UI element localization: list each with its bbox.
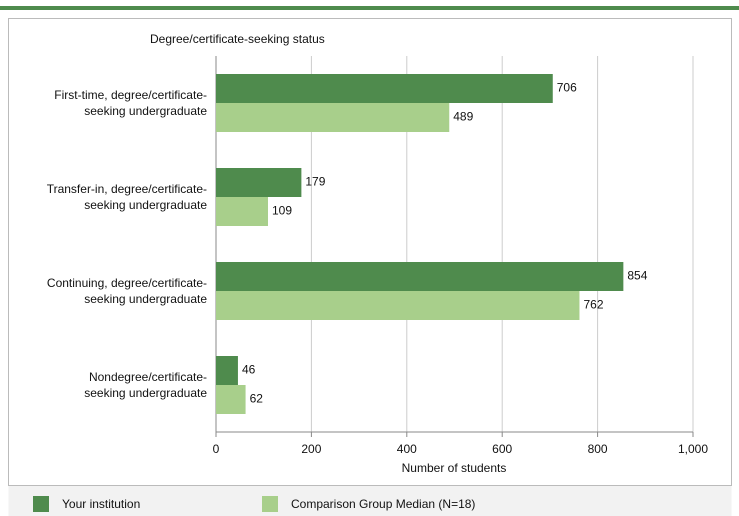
- x-tick-label: 1,000: [678, 442, 708, 456]
- frame: [8, 18, 732, 486]
- bar: [216, 262, 624, 291]
- legend-label: Comparison Group Median (N=18): [291, 497, 475, 511]
- data-label: 762: [583, 298, 603, 312]
- legend-label: Your institution: [62, 497, 140, 511]
- bar: [216, 291, 580, 320]
- bar: [216, 168, 302, 197]
- bar: [216, 103, 450, 132]
- x-tick-label: 0: [213, 442, 220, 456]
- data-label: 179: [305, 175, 325, 189]
- bar: [216, 385, 246, 414]
- legend-swatch: [33, 496, 49, 512]
- data-label: 489: [453, 110, 473, 124]
- x-axis-label: Number of students: [402, 461, 507, 475]
- data-label: 109: [272, 204, 292, 218]
- chart-title: Degree/certificate-seeking status: [150, 32, 325, 46]
- category-label: Transfer-in, degree/certificate- seeking…: [46, 182, 207, 212]
- top-rule: [0, 6, 739, 10]
- x-tick-label: 800: [588, 442, 608, 456]
- legend-band: [8, 486, 732, 516]
- bar: [216, 74, 553, 103]
- data-label: 62: [250, 392, 264, 406]
- x-tick-label: 400: [397, 442, 417, 456]
- x-tick-label: 200: [301, 442, 321, 456]
- bar: [216, 356, 238, 385]
- data-label: 46: [242, 363, 256, 377]
- legend-swatch: [262, 496, 278, 512]
- category-label: Continuing, degree/certificate- seeking …: [46, 276, 207, 306]
- category-label: Nondegree/certificate- seeking undergrad…: [84, 370, 207, 400]
- data-label: 854: [627, 269, 647, 283]
- x-tick-label: 600: [492, 442, 512, 456]
- data-label: 706: [557, 81, 577, 95]
- bar: [216, 197, 268, 226]
- category-label: First-time, degree/certificate- seeking …: [54, 88, 207, 118]
